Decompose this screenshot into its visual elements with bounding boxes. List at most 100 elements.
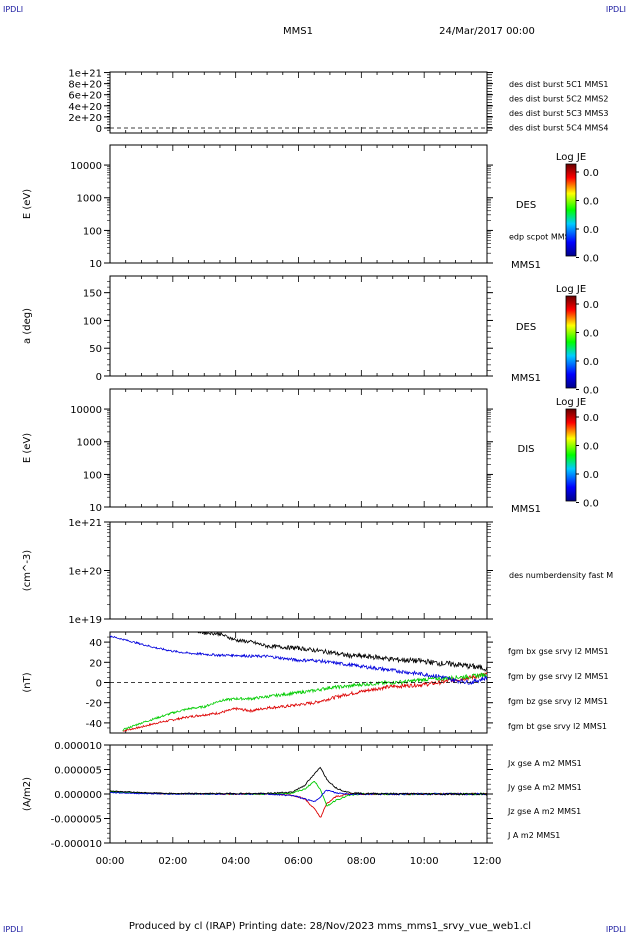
y-tick-label-5: -20 (86, 699, 102, 710)
x-tick-label: 08:00 (347, 856, 376, 867)
colorbar-tick-label-3: 0.0 (583, 470, 599, 481)
y-axis-label-4: (cm^-3) (22, 550, 33, 591)
spacecraft-label: MMS1 (511, 504, 541, 515)
y-tick-label-0: 2e+20 (68, 113, 102, 124)
y-tick-label-1: 1000 (77, 194, 102, 205)
y-axis-label-1: E (eV) (22, 189, 33, 219)
y-tick-label-5: 40 (89, 638, 102, 649)
legend-entry: Jy gse A m2 MMS1 (507, 783, 582, 792)
colorbar-tick-label-1: 0.0 (583, 225, 599, 236)
y-tick-label-3: 1000 (77, 438, 102, 449)
corner-label-bottom-left: IPDLI (3, 925, 23, 934)
y-axis-label-6: (A/m2) (22, 777, 33, 811)
colorbar-1 (565, 163, 577, 257)
y-tick-label-3: 100 (83, 470, 102, 481)
y-tick-label-3: 10 (89, 503, 102, 514)
corner-label-bottom-right: IPDLI (606, 925, 626, 934)
y-tick-label-5: -40 (86, 719, 102, 730)
colorbar-title-3: Log JE (556, 397, 586, 408)
corner-label-top-left: IPDLI (3, 5, 23, 14)
legend-entry: fgm bx gse srvy l2 MMS1 (508, 647, 609, 656)
legend-entry: des numberdensity fast M (509, 571, 613, 580)
y-tick-label-6: 0.000010 (54, 741, 102, 752)
bt-trace (197, 632, 487, 672)
y-tick-label-4: 1e+21 (68, 518, 102, 529)
panel-frame-4 (109, 521, 488, 620)
y-tick-label-0: 4e+20 (68, 102, 102, 113)
spacecraft-label: MMS1 (511, 373, 541, 384)
y-tick-label-6: -0.000010 (51, 839, 102, 850)
y-tick-label-2: 0 (96, 372, 102, 383)
colorbar-tick-label-3: 0.0 (583, 442, 599, 453)
bx-trace (122, 672, 487, 732)
legend-entry: J A m2 MMS1 (507, 831, 560, 840)
legend-entry: des dist burst 5C1 MMS1 (509, 80, 608, 89)
y-tick-label-3: 10000 (70, 405, 102, 416)
legend-entry: fgm bt gse srvy l2 MMS1 (508, 722, 607, 731)
y-tick-label-0: 1e+21 (68, 69, 102, 80)
colorbar-tick-label-2: 0.0 (583, 386, 599, 397)
legend-entry: Jx gse A m2 MMS1 (507, 759, 582, 768)
right-instrument-label: DIS (518, 444, 535, 455)
overlay-label: edp scpot MMS1 (509, 232, 575, 241)
legend-entry: des dist burst 5C2 MMS2 (509, 95, 608, 104)
colorbar-title-2: Log JE (556, 284, 586, 295)
x-tick-label: 00:00 (96, 856, 125, 867)
spacecraft-title: MMS1 (283, 26, 313, 37)
colorbar-tick-label-1: 0.0 (583, 254, 599, 265)
colorbar-tick-label-1: 0.0 (583, 168, 599, 179)
legend-entry: fgm by gse srvy l2 MMS1 (508, 672, 609, 681)
y-tick-label-6: 0.000005 (54, 766, 102, 777)
y-tick-label-0: 0 (96, 124, 102, 135)
y-tick-label-1: 10000 (70, 161, 102, 172)
right-instrument-label: DES (516, 322, 536, 333)
y-tick-label-6: -0.000005 (51, 815, 102, 826)
legend-entry: des dist burst 5C3 MMS3 (509, 109, 608, 118)
x-tick-label: 06:00 (284, 856, 313, 867)
spacecraft-label: MMS1 (511, 260, 541, 271)
colorbar-tick-label-2: 0.0 (583, 300, 599, 311)
y-tick-label-5: 0 (96, 679, 102, 690)
y-tick-label-4: 1e+20 (68, 567, 102, 578)
x-tick-label: 02:00 (158, 856, 187, 867)
panel-frame-1 (109, 144, 488, 264)
j-trace (109, 766, 488, 796)
panel-frame-0 (109, 71, 488, 134)
x-tick-label: 12:00 (473, 856, 502, 867)
footer-credit: Produced by cl (IRAP) Printing date: 28/… (129, 921, 531, 932)
y-tick-label-1: 10 (89, 259, 102, 270)
right-instrument-label: DES (516, 200, 536, 211)
colorbar-3 (565, 408, 577, 502)
panel-frame-2 (109, 275, 488, 377)
bz-trace (110, 635, 487, 685)
y-axis-label-5: (nT) (22, 672, 33, 692)
y-tick-label-4: 1e+19 (68, 615, 102, 626)
legend-entry: Jz gse A m2 MMS1 (507, 807, 581, 816)
date-title: 24/Mar/2017 00:00 (439, 26, 535, 37)
y-tick-label-6: 0.000000 (54, 790, 102, 801)
y-axis-label-2: a (deg) (22, 308, 33, 344)
y-tick-label-2: 150 (83, 289, 102, 300)
y-tick-label-0: 6e+20 (68, 91, 102, 102)
x-tick-label: 10:00 (410, 856, 439, 867)
x-tick-label: 04:00 (221, 856, 250, 867)
by-trace (122, 672, 487, 732)
bfield-traces (110, 632, 487, 732)
legend-entry: des dist burst 5C4 MMS4 (509, 124, 608, 133)
colorbar-tick-label-2: 0.0 (583, 329, 599, 340)
colorbar-tick-label-1: 0.0 (583, 197, 599, 208)
legend-entry: fgm bz gse srvy l2 MMS1 (508, 697, 608, 706)
colorbar-2 (565, 295, 577, 389)
y-tick-label-5: 20 (89, 658, 102, 669)
y-tick-label-1: 100 (83, 226, 102, 237)
corner-label-top-right: IPDLI (606, 5, 626, 14)
y-tick-label-2: 50 (89, 344, 102, 355)
colorbar-tick-label-2: 0.0 (583, 357, 599, 368)
jz-trace (109, 789, 488, 803)
y-tick-label-2: 100 (83, 316, 102, 327)
colorbar-title-1: Log JE (556, 152, 586, 163)
colorbar-tick-label-3: 0.0 (583, 413, 599, 424)
y-tick-label-0: 8e+20 (68, 80, 102, 91)
panel-frame-3 (109, 388, 488, 508)
